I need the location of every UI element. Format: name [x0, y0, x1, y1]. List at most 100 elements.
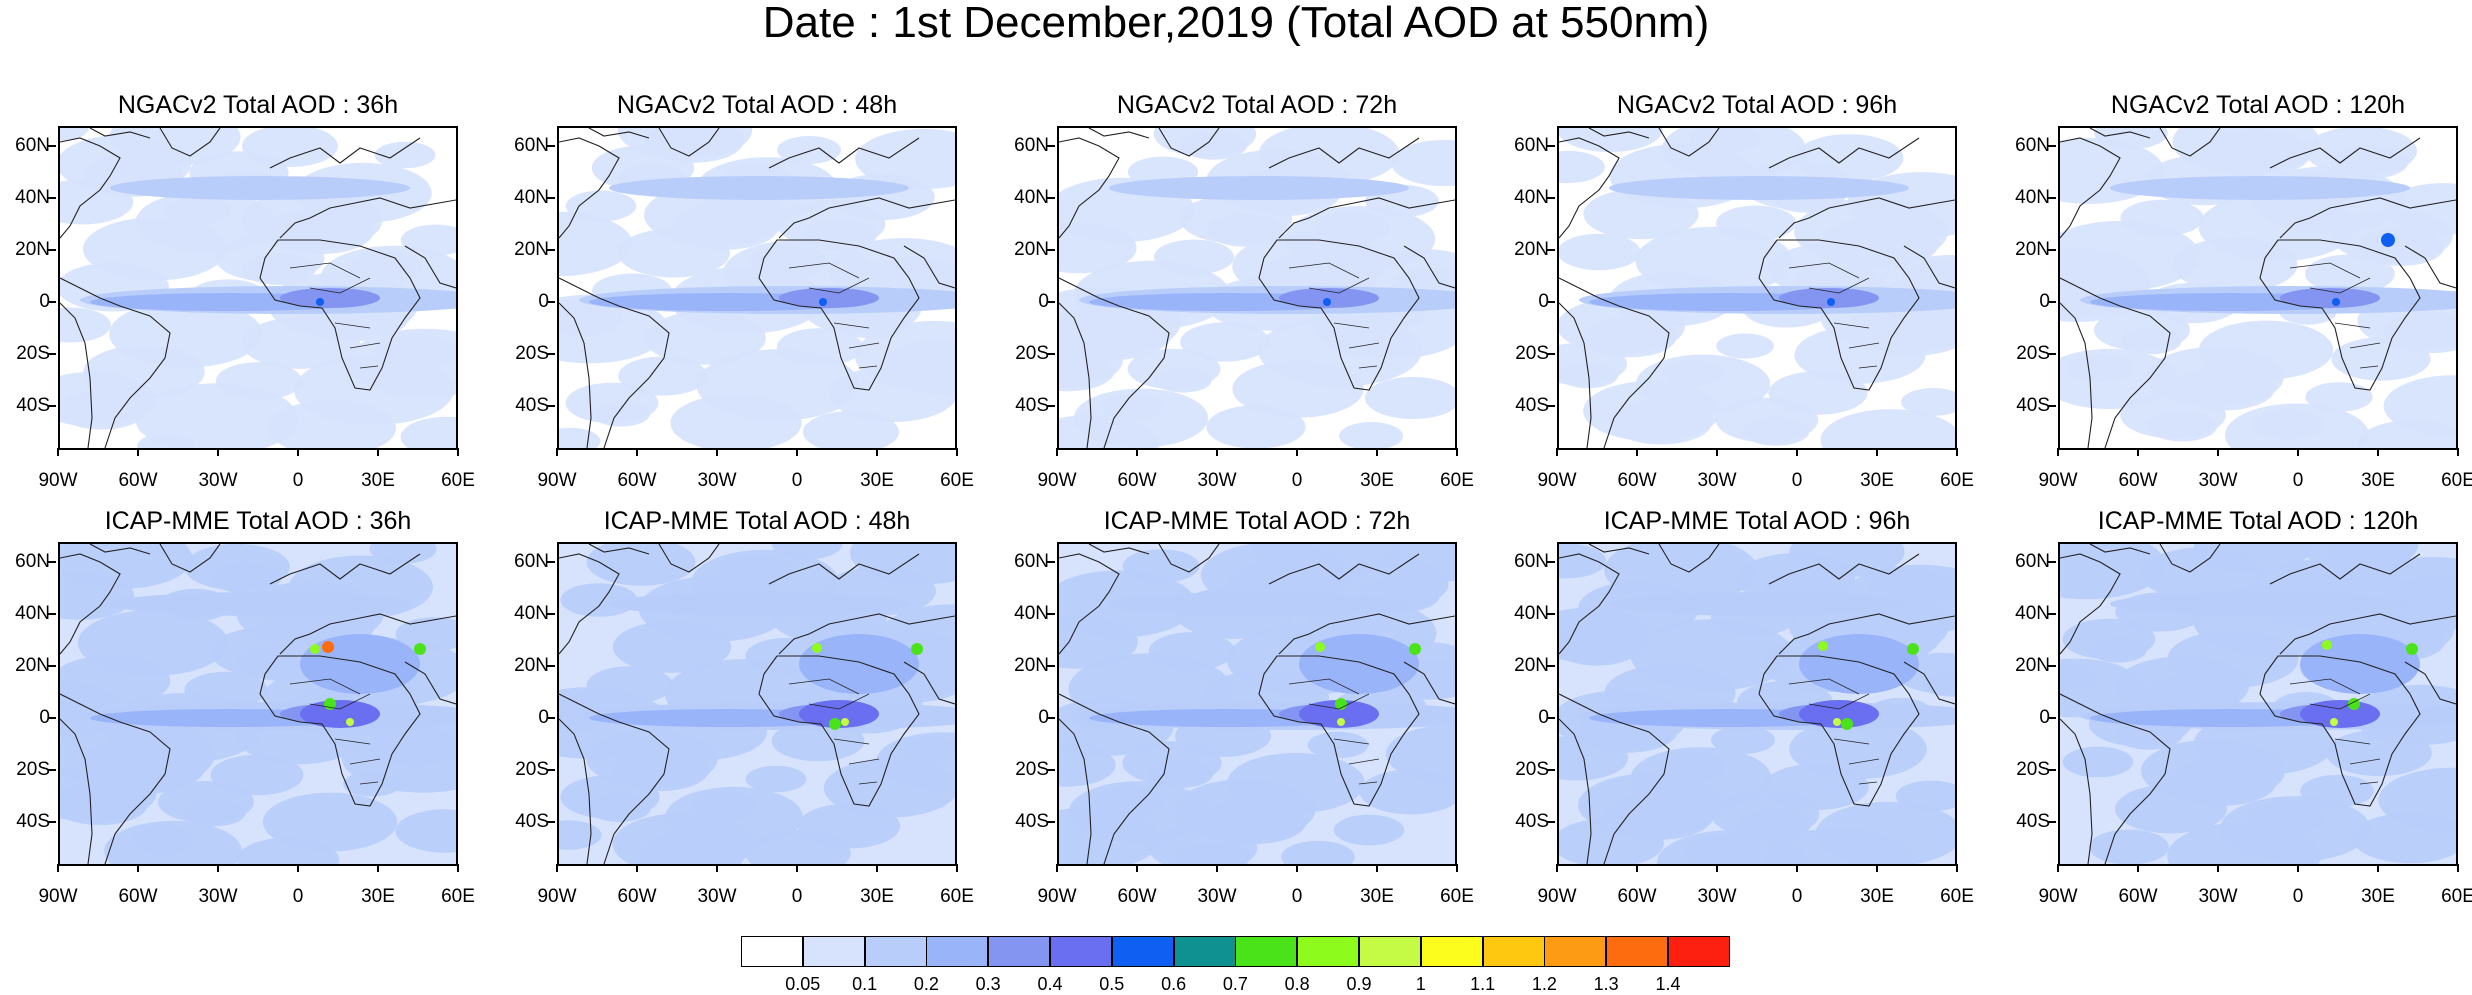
- latitude-label: 0: [1038, 291, 1049, 312]
- colorbar-label: 1.1: [1470, 974, 1496, 994]
- colorbar-label: 1.4: [1655, 974, 1681, 994]
- longitude-tick: [636, 448, 638, 456]
- latitude-tick: [48, 353, 56, 355]
- latitude-tick: [1547, 665, 1555, 667]
- longitude-label: 0: [1291, 470, 1303, 491]
- longitude-label: 30E: [2361, 886, 2395, 907]
- colorbar-swatch: [1420, 936, 1483, 967]
- aod-map: [2058, 542, 2458, 866]
- latitude-label: 20S: [16, 343, 50, 364]
- ngac-panel-5: NGACv2 Total AOD : 120h 60N 40N 20N 0 20S 40S 9…: [2015, 90, 2472, 491]
- colorbar-label: 0.3: [975, 974, 1001, 994]
- latitude-tick: [2048, 301, 2056, 303]
- icap-panel-1: ICAP-MME Total AOD : 36h 60N 40N 20N 0 20S 40S…: [15, 506, 475, 907]
- longitude-tick: [716, 864, 718, 872]
- colorbar-swatch: [1173, 936, 1236, 967]
- longitude-tick: [377, 864, 379, 872]
- latitude-tick: [1047, 145, 1055, 147]
- latitude-label: 60N: [1514, 551, 1549, 572]
- latitude-tick: [48, 613, 56, 615]
- longitude-tick: [1056, 864, 1058, 872]
- longitude-label: 60E: [1940, 886, 1974, 907]
- longitude-tick: [217, 448, 219, 456]
- longitude-label: 60W: [2118, 886, 2158, 907]
- latitude-tick: [1047, 613, 1055, 615]
- latitude-tick: [547, 301, 555, 303]
- panel-title: ICAP-MME Total AOD : 72h: [1103, 507, 1411, 535]
- latitude-label: 0: [1038, 707, 1049, 728]
- longitude-tick: [1376, 448, 1378, 456]
- longitude-tick: [556, 864, 558, 872]
- latitude-label: 20S: [2016, 759, 2050, 780]
- longitude-label: 60W: [617, 470, 657, 491]
- longitude-label: 60E: [2441, 886, 2472, 907]
- latitude-tick: [547, 145, 555, 147]
- figure-title: Date : 1st December,2019 (Total AOD at 5…: [762, 0, 1710, 47]
- longitude-label: 90W: [38, 470, 78, 491]
- longitude-tick: [2377, 864, 2379, 872]
- aod-field: [2060, 544, 2456, 864]
- longitude-label: 60E: [1940, 470, 1974, 491]
- longitude-tick: [2057, 448, 2059, 456]
- latitude-label: 40N: [514, 603, 549, 624]
- longitude-tick: [1956, 864, 1958, 872]
- longitude-label: 90W: [1037, 470, 1077, 491]
- latitude-label: 60N: [1014, 551, 1049, 572]
- longitude-label: 30W: [1697, 470, 1737, 491]
- aod-field: [1559, 128, 1955, 448]
- latitude-label: 20N: [1014, 655, 1049, 676]
- longitude-label: 30E: [1360, 886, 1394, 907]
- longitude-tick: [1136, 448, 1138, 456]
- panel-title: NGACv2 Total AOD : 48h: [616, 91, 898, 119]
- latitude-label: 20S: [1515, 759, 1549, 780]
- longitude-tick: [1956, 448, 1958, 456]
- latitude-tick: [1047, 197, 1055, 199]
- latitude-tick: [1047, 665, 1055, 667]
- longitude-label: 30W: [697, 470, 737, 491]
- longitude-label: 60W: [118, 886, 158, 907]
- latitude-tick: [1047, 405, 1055, 407]
- latitude-tick: [1047, 249, 1055, 251]
- longitude-tick: [1216, 448, 1218, 456]
- latitude-tick: [48, 405, 56, 407]
- colorbar-swatch: [802, 936, 865, 967]
- ngac-panel-2: NGACv2 Total AOD : 48h 60N 40N 20N 0 20S 40S 90…: [514, 90, 974, 491]
- panel-title: NGACv2 Total AOD : 72h: [1116, 91, 1398, 119]
- longitude-tick: [1636, 864, 1638, 872]
- colorbar-swatch: [1668, 936, 1730, 967]
- latitude-label: 40S: [2016, 395, 2050, 416]
- longitude-tick: [297, 864, 299, 872]
- latitude-label: 60N: [15, 551, 50, 572]
- aod-field: [60, 128, 456, 448]
- latitude-tick: [2048, 717, 2056, 719]
- latitude-label: 40S: [1015, 811, 1049, 832]
- latitude-tick: [48, 717, 56, 719]
- latitude-tick: [1547, 249, 1555, 251]
- aod-field: [1059, 544, 1455, 864]
- longitude-tick: [1716, 864, 1718, 872]
- latitude-tick: [2048, 145, 2056, 147]
- panel-title: NGACv2 Total AOD : 96h: [1616, 91, 1898, 119]
- latitude-tick: [1547, 197, 1555, 199]
- ngac-panel-1: NGACv2 Total AOD : 36h 60N 40N 20N 0 20S 40S 90…: [15, 90, 475, 491]
- longitude-tick: [1136, 864, 1138, 872]
- aod-field: [559, 544, 955, 864]
- longitude-label: 60E: [940, 886, 974, 907]
- longitude-label: 30W: [1697, 886, 1737, 907]
- latitude-tick: [1547, 301, 1555, 303]
- longitude-label: 30E: [860, 886, 894, 907]
- aod-field: [2060, 128, 2456, 448]
- latitude-tick: [48, 821, 56, 823]
- latitude-label: 40N: [15, 603, 50, 624]
- longitude-label: 60E: [441, 470, 475, 491]
- longitude-label: 30E: [1860, 886, 1894, 907]
- colorbar-swatch: [1111, 936, 1174, 967]
- aod-map: [1557, 126, 1957, 450]
- colorbar-swatch: [926, 936, 989, 967]
- longitude-label: 0: [791, 470, 803, 491]
- latitude-label: 40N: [1514, 187, 1549, 208]
- longitude-tick: [457, 448, 459, 456]
- latitude-tick: [547, 717, 555, 719]
- panel-title: ICAP-MME Total AOD : 48h: [603, 507, 911, 535]
- latitude-tick: [1547, 717, 1555, 719]
